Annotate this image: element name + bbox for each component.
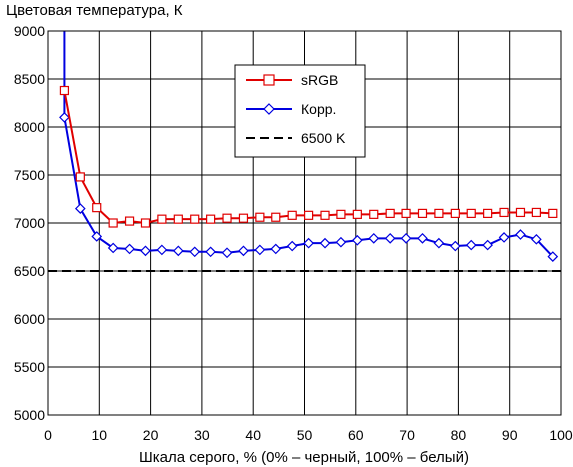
point-srgb (238, 213, 249, 223)
x-tick-label: 0 (44, 427, 52, 443)
x-tick-label: 90 (502, 427, 518, 443)
x-tick-label: 50 (297, 427, 313, 443)
point-korr (319, 237, 331, 249)
legend-label-srgb: sRGB (301, 72, 338, 88)
point-srgb (385, 208, 395, 218)
y-tick-label: 7500 (14, 167, 45, 183)
y-tick-label: 7000 (14, 215, 45, 231)
point-srgb (59, 85, 70, 96)
point-korr (238, 245, 249, 257)
x-tick-label: 40 (245, 427, 261, 443)
point-korr (124, 243, 135, 255)
legend-marker-korr (263, 103, 275, 115)
point-srgb (92, 203, 102, 213)
point-korr (547, 251, 559, 262)
x-tick-label: 70 (399, 427, 415, 443)
point-korr (221, 247, 233, 259)
point-srgb (515, 207, 526, 218)
point-korr (465, 239, 477, 251)
point-korr (303, 237, 314, 249)
point-srgb (531, 207, 541, 218)
point-srgb (255, 212, 265, 222)
point-srgb (352, 209, 362, 219)
plot-area (48, 31, 561, 272)
point-korr (286, 240, 298, 252)
point-korr (417, 233, 428, 244)
legend-label-6500k: 6500 K (301, 130, 346, 146)
point-srgb (434, 208, 444, 218)
point-korr (531, 233, 542, 245)
point-srgb (320, 210, 330, 220)
point-srgb (124, 216, 135, 226)
point-korr (270, 243, 282, 255)
x-tick-label: 20 (143, 427, 159, 443)
point-srgb (304, 210, 314, 220)
point-korr (433, 237, 445, 249)
legend-marker-srgb (263, 74, 275, 86)
plot-frame (47, 30, 562, 416)
point-korr (482, 239, 493, 251)
point-srgb (548, 208, 558, 218)
point-korr (449, 240, 461, 252)
legend-label-korr: Корр. (301, 101, 336, 117)
legend-box (234, 64, 366, 158)
point-korr (59, 112, 70, 123)
point-srgb (173, 214, 183, 224)
y-tick-label: 8000 (14, 119, 45, 135)
point-korr (74, 203, 86, 214)
point-korr (351, 234, 363, 246)
point-korr (205, 246, 216, 258)
y-tick-label: 5000 (14, 407, 45, 423)
point-srgb (271, 212, 281, 222)
y-tick-label: 6000 (14, 311, 45, 327)
y-tick-label: 8500 (14, 71, 45, 87)
point-srgb (206, 214, 216, 224)
point-korr (140, 245, 151, 257)
point-srgb (75, 172, 85, 182)
point-srgb (336, 209, 346, 219)
grid (47, 30, 562, 416)
point-srgb (222, 213, 232, 223)
point-srgb (499, 207, 509, 218)
point-srgb (140, 218, 151, 228)
point-srgb (417, 208, 428, 218)
point-korr (254, 244, 266, 256)
y-tick-label: 6500 (14, 263, 45, 279)
point-korr (515, 229, 526, 240)
point-korr (189, 246, 201, 258)
point-korr (172, 245, 184, 257)
point-srgb (466, 208, 476, 218)
point-srgb (157, 214, 167, 224)
point-srgb (369, 209, 379, 219)
point-korr (368, 233, 380, 244)
point-srgb (450, 208, 460, 218)
x-tick-labels: 0 10 20 30 40 50 60 70 80 90 100 (44, 427, 573, 443)
point-korr (384, 233, 396, 244)
point-srgb (483, 208, 493, 218)
x-tick-label: 80 (451, 427, 467, 443)
point-korr (498, 232, 510, 243)
y-tick-labels: 5000 5500 6000 6500 7000 7500 8000 8500 9000 (14, 23, 45, 423)
point-korr (107, 242, 119, 254)
point-srgb (401, 208, 411, 218)
x-tick-label: 60 (348, 427, 364, 443)
point-srgb (287, 210, 297, 220)
x-axis-label: Шкала серого, % (0% – черный, 100% – бел… (139, 449, 469, 466)
x-tick-label: 10 (92, 427, 108, 443)
x-tick-label: 30 (194, 427, 210, 443)
y-tick-label: 9000 (14, 23, 45, 39)
point-korr (335, 236, 347, 248)
point-srgb (108, 218, 118, 228)
point-srgb (190, 214, 200, 224)
x-tick-label: 100 (549, 427, 573, 443)
point-korr (156, 244, 168, 256)
legend: sRGB Корр. 6500 K (234, 64, 366, 158)
point-korr (400, 233, 412, 244)
point-korr (91, 231, 103, 242)
chart-title: Цветовая температура, К (6, 2, 183, 19)
y-tick-label: 5500 (14, 359, 45, 375)
